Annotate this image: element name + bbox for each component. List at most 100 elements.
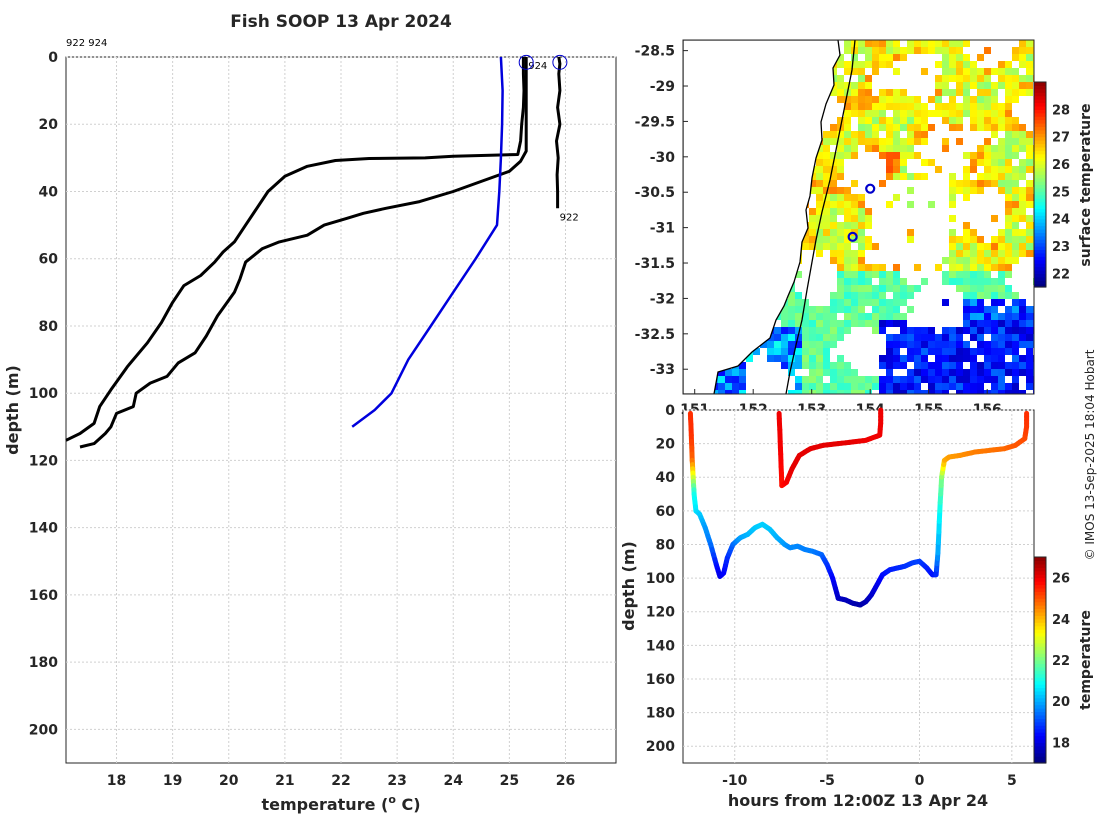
sst-pixel (879, 117, 886, 124)
sst-pixel (858, 117, 865, 124)
sst-pixel (900, 390, 907, 394)
sst-pixel (788, 348, 795, 355)
sst-pixel (998, 68, 1005, 75)
sst-pixel (956, 250, 963, 257)
sst-pixel (886, 61, 893, 68)
sst-pixel (872, 299, 879, 306)
sst-pixel (865, 124, 872, 131)
sst-pixel (956, 383, 963, 390)
sst-pixel (1019, 320, 1026, 327)
sst-pixel (991, 362, 998, 369)
sst-pixel (998, 117, 1005, 124)
colorbar-step (1034, 591, 1046, 596)
sst-pixel (788, 355, 795, 362)
sst-pixel (816, 362, 823, 369)
sst-pixel (921, 173, 928, 180)
sst-pixel (809, 180, 816, 187)
sst-pixel (823, 187, 830, 194)
sst-pixel (914, 96, 921, 103)
colorbar-step (1034, 718, 1046, 723)
colorbar-step (1034, 618, 1046, 623)
sst-pixel (865, 264, 872, 271)
colorbar-step (1034, 560, 1046, 565)
sst-pixel (893, 131, 900, 138)
sst-pixel (907, 306, 914, 313)
colorbar-step (1034, 697, 1046, 702)
sst-pixel (781, 313, 788, 320)
sst-pixel (907, 348, 914, 355)
sst-pixel (984, 89, 991, 96)
sst-pixel (788, 320, 795, 327)
sst-pixel (949, 117, 956, 124)
sst-pixel (865, 285, 872, 292)
sst-pixel (802, 334, 809, 341)
sst-pixel (991, 117, 998, 124)
sst-pixel (1026, 215, 1033, 222)
sst-pixel (956, 341, 963, 348)
sst-pixel (718, 383, 725, 390)
colorbar-step (1034, 670, 1046, 675)
sst-pixel (956, 278, 963, 285)
sst-pixel (900, 355, 907, 362)
sst-pixel (970, 243, 977, 250)
y-tick-label: 140 (29, 521, 58, 537)
sst-pixel (851, 285, 858, 292)
sst-pixel (921, 327, 928, 334)
sst-pixel (963, 271, 970, 278)
sst-pixel (809, 369, 816, 376)
sst-pixel (977, 271, 984, 278)
x-tick-label: 26 (556, 773, 575, 789)
ts-y-tick-label: 160 (646, 672, 675, 688)
sst-pixel (823, 138, 830, 145)
sst-pixel (963, 40, 970, 47)
sst-pixel (893, 89, 900, 96)
temperature-colorbar: 18 20 22 24 26 (1033, 556, 1070, 764)
sst-pixel (963, 96, 970, 103)
sst-pixel (991, 236, 998, 243)
sst-pixel (963, 292, 970, 299)
sst-pixel (823, 355, 830, 362)
figure-title: Fish SOOP 13 Apr 2024 (230, 12, 452, 32)
sst-pixel (998, 327, 1005, 334)
sst-pixel (893, 152, 900, 159)
sst-pixel (830, 299, 837, 306)
sst-pixel (1019, 215, 1026, 222)
sst-pixel (935, 334, 942, 341)
sst-pixel (865, 313, 872, 320)
sst-pixel (816, 348, 823, 355)
sst-pixel (984, 159, 991, 166)
sst-pixel (865, 320, 872, 327)
sst-pixel (984, 278, 991, 285)
sst-pixel (935, 355, 942, 362)
sst-pixel (809, 187, 816, 194)
sst-pixel (1012, 131, 1019, 138)
sst-pixel (907, 152, 914, 159)
map-y-tick-label: -29 (650, 79, 675, 95)
sst-pixel (858, 131, 865, 138)
sst-pixel (893, 40, 900, 47)
sst-pixel (844, 201, 851, 208)
colorbar-step (1034, 721, 1046, 726)
sst-pixel (837, 306, 844, 313)
colorbar-step (1034, 567, 1046, 572)
sst-pixel (823, 215, 830, 222)
sst-pixel (1026, 355, 1033, 362)
sst-pixel (935, 348, 942, 355)
sst-pixel (1026, 348, 1033, 355)
sst-pixel (886, 138, 893, 145)
sst-pixel (774, 327, 781, 334)
sst-pixel (879, 264, 886, 271)
sst-pixel (942, 145, 949, 152)
sst-pixel (921, 390, 928, 394)
sst-pixel (1012, 145, 1019, 152)
colorbar-step (1034, 239, 1046, 244)
sst-pixel (886, 124, 893, 131)
sst-pixel (851, 103, 858, 110)
sst-pixel (1012, 47, 1019, 54)
sst-pixel (1019, 369, 1026, 376)
sst-pixel (907, 341, 914, 348)
sst-pixel (865, 376, 872, 383)
sst-pixel (858, 313, 865, 320)
sst-pixel (921, 369, 928, 376)
sst-pixel (795, 355, 802, 362)
